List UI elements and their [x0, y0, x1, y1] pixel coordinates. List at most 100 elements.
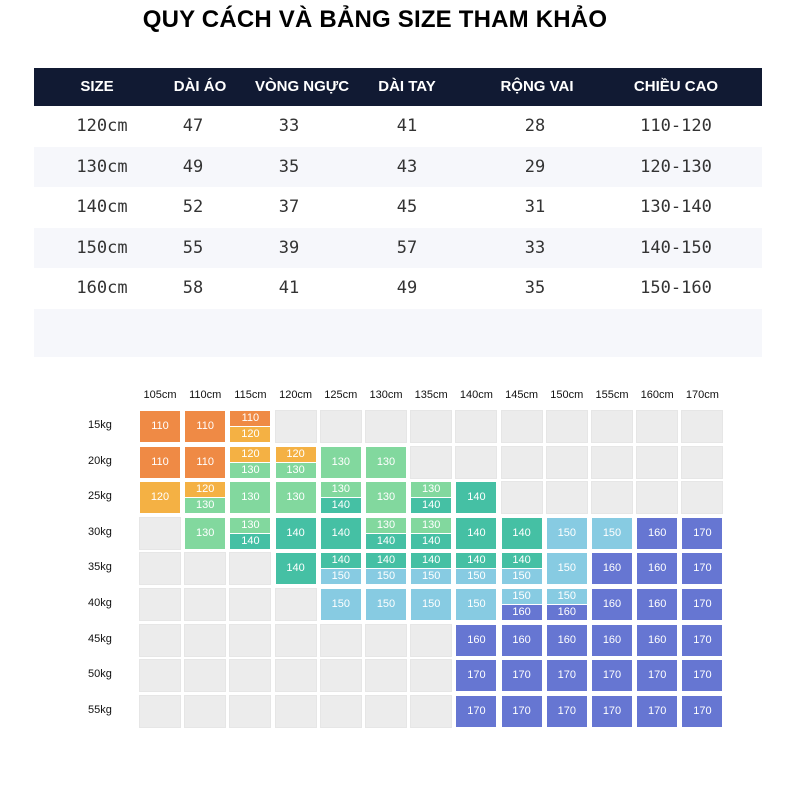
- grid-size-label: 140: [286, 526, 305, 539]
- grid-cell: [320, 660, 361, 692]
- grid-cell: 170: [592, 660, 632, 692]
- grid-size-label: 170: [693, 669, 712, 682]
- grid-size-label: 170: [557, 704, 576, 717]
- grid-size-label: 170: [693, 562, 712, 575]
- grid-size-label: 170: [512, 669, 531, 682]
- grid-cell: 140: [501, 517, 542, 549]
- table-cell: 160cm: [76, 278, 128, 298]
- grid-size-label: 140: [512, 554, 531, 567]
- grid-cell: 150: [366, 589, 406, 620]
- grid-cell: 120 130: [185, 482, 226, 514]
- grid-size-label: 130: [422, 518, 441, 531]
- grid-cell: 170: [501, 695, 542, 727]
- grid-size-label: 120: [196, 483, 215, 496]
- grid-cell: [230, 589, 271, 620]
- table-cell: 130cm: [76, 156, 128, 177]
- grid-cell: [140, 660, 180, 692]
- grid-height-header: 110cm: [189, 389, 222, 401]
- grid-cell: 130: [230, 482, 271, 514]
- grid-size-label: 160: [557, 606, 576, 618]
- grid-cell: 130 140: [411, 482, 452, 514]
- grid-cell: 160: [637, 517, 678, 549]
- grid-cell: [230, 553, 271, 585]
- table-cell: 110-120: [640, 116, 712, 136]
- grid-size-label: 160: [602, 633, 622, 646]
- table-row: 160cm 58 41 49 35 150-160: [34, 268, 762, 309]
- grid-size-label: 150: [557, 562, 576, 575]
- grid-size-label: 120: [286, 447, 305, 460]
- grid-cell-divider: [366, 532, 406, 534]
- grid-height-header: 105cm: [143, 389, 177, 401]
- table-cell: 120-130: [640, 156, 712, 177]
- grid-cell: 160: [546, 624, 587, 656]
- grid-size-label: 160: [602, 562, 622, 575]
- grid-size-label: 170: [602, 669, 622, 682]
- header-vong-nguc: VÒNG NGỰC: [254, 78, 350, 95]
- grid-size-label: 130: [422, 483, 441, 496]
- grid-size-label: 130: [331, 455, 350, 468]
- table-cell: 33: [278, 116, 300, 136]
- grid-cell: 130: [366, 482, 406, 514]
- table-cell: 37: [278, 197, 300, 217]
- grid-cell: 160: [637, 624, 678, 656]
- grid-size-label: 150: [467, 598, 486, 610]
- grid-cell: 130 140: [366, 517, 406, 549]
- grid-size-label: 140: [376, 554, 396, 567]
- grid-cell: 110: [185, 411, 226, 442]
- page-title: QUY CÁCH VÀ BẢNG SIZE THAM KHẢO: [142, 6, 608, 33]
- grid-cell: [275, 624, 316, 656]
- grid-cell: [456, 446, 497, 478]
- grid-cell: 170: [456, 695, 497, 727]
- grid-size-label: 170: [602, 704, 622, 717]
- grid-weight-label: 15kg: [88, 419, 112, 431]
- grid-cell: [501, 446, 542, 478]
- grid-cell: 150: [546, 553, 587, 585]
- grid-cell: [546, 482, 587, 514]
- grid-weight-label: 30kg: [88, 525, 112, 538]
- grid-size-label: 130: [196, 526, 215, 539]
- grid-cell: [682, 446, 723, 478]
- grid-cell-divider: [230, 461, 271, 463]
- table-cell: 55: [182, 237, 204, 258]
- grid-cell: [320, 695, 361, 727]
- grid-size-label: 150: [422, 598, 441, 610]
- grid-cell: [185, 624, 226, 656]
- grid-cell: 130 140: [411, 517, 452, 549]
- grid-cell: [411, 446, 452, 478]
- grid-cell: [140, 517, 180, 549]
- grid-size-label: 170: [557, 669, 576, 682]
- grid-cell: [275, 411, 316, 442]
- grid-cell: [140, 624, 180, 656]
- grid-size-label: 170: [693, 704, 712, 717]
- grid-cell: [637, 446, 678, 478]
- grid-size-label: 140: [241, 534, 260, 547]
- grid-cell: [411, 411, 452, 442]
- grid-cell: 170: [456, 660, 497, 692]
- grid-cell-divider: [185, 497, 226, 499]
- grid-cell: [140, 553, 180, 585]
- grid-size-label: 140: [512, 526, 531, 539]
- table-cell: 140cm: [76, 197, 128, 217]
- grid-size-label: 150: [557, 590, 576, 602]
- grid-size-label: 170: [693, 526, 712, 539]
- grid-cell: [366, 660, 406, 692]
- grid-cell: [366, 624, 406, 656]
- grid-cell: [185, 589, 226, 620]
- grid-height-header: 140cm: [459, 389, 493, 401]
- grid-height-header: 145cm: [505, 389, 539, 401]
- header-dai-ao: DÀI ÁO: [173, 78, 227, 95]
- grid-size-label: 130: [376, 518, 396, 531]
- grid-cell-divider: [411, 497, 452, 499]
- grid-size-label: 170: [693, 598, 712, 610]
- grid-weight-label: 50kg: [88, 668, 112, 681]
- table-cell: 150-160: [640, 278, 712, 298]
- grid-cell: 170: [546, 660, 587, 692]
- grid-cell: [275, 660, 316, 692]
- grid-cell: 120 130: [230, 446, 271, 478]
- grid-cell: 110: [140, 446, 180, 478]
- grid-cell: [185, 695, 226, 727]
- grid-cell: 130 140: [230, 517, 271, 549]
- grid-cell: [682, 482, 723, 514]
- grid-size-label: 130: [286, 491, 305, 504]
- grid-cell: 170: [682, 660, 723, 692]
